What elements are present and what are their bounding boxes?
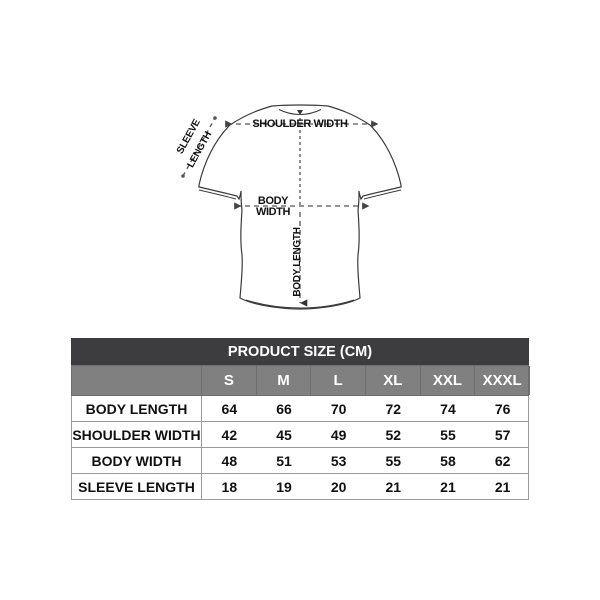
svg-text:WIDTH: WIDTH [256,206,291,218]
svg-text:SHOULDER WIDTH: SHOULDER WIDTH [252,118,348,130]
svg-text:BODY LENGTH: BODY LENGTH [292,227,303,296]
